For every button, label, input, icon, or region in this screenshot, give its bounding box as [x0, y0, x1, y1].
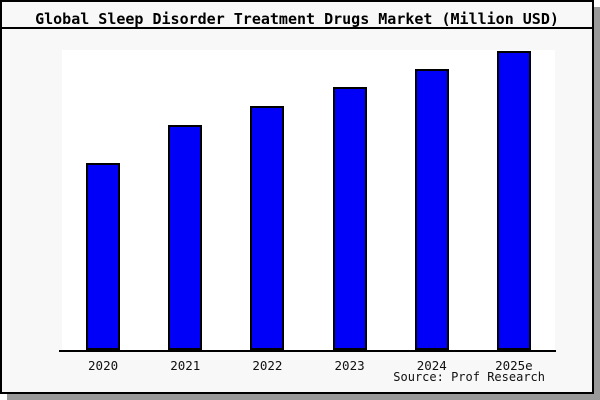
plot-area: [62, 50, 555, 350]
x-tick-label-2021: 2021: [170, 358, 201, 373]
x-tick-label-2020: 2020: [88, 358, 119, 373]
title-separator-rule: [2, 27, 592, 29]
bar-2022: [250, 106, 285, 350]
bar-2023: [332, 87, 367, 350]
chart-title: Global Sleep Disorder Treatment Drugs Ma…: [35, 10, 559, 28]
bar-2021: [168, 125, 203, 350]
x-axis-line: [59, 350, 556, 352]
source-attribution: Source: Prof Research: [393, 370, 545, 384]
chart-frame: Global Sleep Disorder Treatment Drugs Ma…: [0, 0, 594, 394]
x-tick-label-2025e: 2025e: [495, 358, 533, 373]
bar-2020: [86, 163, 121, 350]
bar-2025e: [496, 51, 531, 350]
x-tick-label-2022: 2022: [252, 358, 283, 373]
bar-2024: [414, 69, 449, 350]
x-tick-label-2023: 2023: [334, 358, 365, 373]
x-tick-label-2024: 2024: [416, 358, 447, 373]
chart-title-bar: Global Sleep Disorder Treatment Drugs Ma…: [2, 9, 592, 28]
